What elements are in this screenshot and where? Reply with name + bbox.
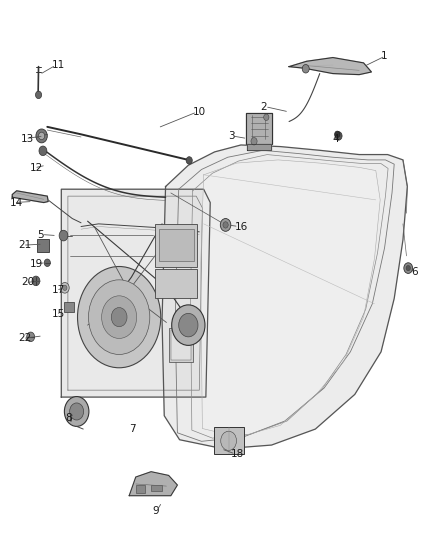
Bar (64, 302, 74, 312)
Bar (151, 485, 162, 491)
Text: 22: 22 (18, 334, 32, 343)
Text: 15: 15 (52, 310, 65, 319)
Circle shape (111, 308, 127, 327)
Text: 19: 19 (30, 259, 43, 269)
Bar (159, 229, 194, 261)
Polygon shape (246, 113, 272, 144)
Circle shape (335, 132, 342, 140)
Circle shape (63, 285, 67, 290)
Circle shape (223, 222, 228, 228)
Circle shape (220, 219, 231, 231)
Text: 13: 13 (21, 134, 34, 143)
Bar (155, 224, 197, 266)
Text: 18: 18 (231, 449, 244, 459)
Polygon shape (12, 191, 48, 203)
Polygon shape (247, 144, 271, 150)
Circle shape (302, 64, 309, 73)
Bar (136, 485, 145, 493)
Circle shape (32, 276, 40, 286)
Text: 8: 8 (65, 414, 71, 423)
Bar (37, 239, 49, 252)
Polygon shape (162, 145, 407, 449)
Text: 11: 11 (52, 60, 65, 70)
Circle shape (335, 131, 340, 138)
Circle shape (70, 403, 84, 420)
Circle shape (406, 265, 410, 271)
Text: 2: 2 (261, 102, 267, 111)
Text: 12: 12 (30, 163, 43, 173)
Circle shape (39, 132, 45, 140)
Text: 10: 10 (193, 107, 206, 117)
Circle shape (179, 313, 198, 337)
Circle shape (78, 266, 161, 368)
Circle shape (35, 91, 42, 99)
Polygon shape (61, 189, 210, 397)
Text: 17: 17 (52, 286, 65, 295)
Circle shape (88, 280, 150, 354)
Circle shape (221, 431, 237, 450)
Circle shape (59, 230, 68, 241)
Text: 5: 5 (37, 230, 44, 239)
Polygon shape (201, 160, 380, 437)
Circle shape (404, 263, 413, 273)
Bar (169, 328, 193, 362)
Bar (171, 330, 191, 360)
Circle shape (64, 397, 89, 426)
Polygon shape (129, 472, 177, 496)
Circle shape (102, 296, 137, 338)
Text: 20: 20 (21, 278, 34, 287)
Text: 6: 6 (412, 267, 418, 277)
Circle shape (264, 114, 269, 120)
Circle shape (186, 157, 192, 164)
Circle shape (39, 146, 47, 156)
Bar (214, 427, 244, 454)
Polygon shape (289, 58, 371, 75)
Text: 14: 14 (10, 198, 23, 207)
Text: 4: 4 (333, 134, 339, 143)
Circle shape (251, 138, 257, 145)
Circle shape (172, 305, 205, 345)
Text: 7: 7 (129, 424, 136, 434)
Text: 3: 3 (228, 131, 234, 141)
Circle shape (36, 129, 47, 143)
Text: 1: 1 (381, 51, 388, 61)
Text: 9: 9 (152, 506, 159, 515)
Circle shape (27, 332, 35, 342)
Text: 16: 16 (234, 222, 247, 231)
Circle shape (44, 259, 50, 266)
Text: 21: 21 (18, 240, 32, 250)
Circle shape (60, 282, 69, 293)
Bar (155, 269, 197, 298)
